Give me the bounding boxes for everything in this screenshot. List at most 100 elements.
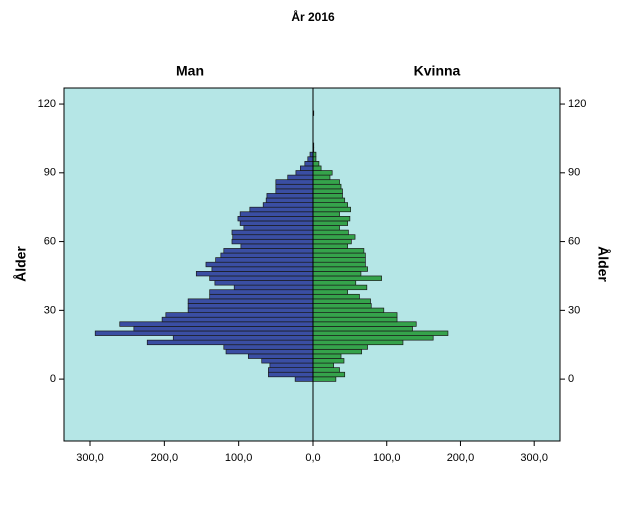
bar [312, 303, 372, 309]
bar [209, 289, 314, 295]
bar [275, 188, 314, 194]
bar [312, 316, 398, 323]
bar [312, 358, 345, 364]
bar [295, 170, 314, 176]
bar [119, 321, 314, 327]
bar [312, 229, 349, 236]
bar [312, 248, 365, 254]
bar [312, 161, 320, 167]
bar [237, 216, 314, 222]
x-tick-label: 0,0 [305, 452, 320, 464]
bar [215, 257, 314, 263]
bar [262, 202, 314, 208]
bar [231, 229, 314, 236]
bar [232, 234, 314, 240]
x-tick-label: 100,0 [373, 452, 401, 464]
bar [312, 188, 343, 194]
bar [275, 183, 314, 190]
bar [312, 367, 340, 373]
bar [231, 238, 314, 245]
bar [312, 243, 349, 249]
bar [268, 367, 314, 373]
bar [312, 335, 434, 341]
bar [161, 316, 314, 323]
y-tick-label: 60 [44, 235, 56, 247]
bar [312, 197, 346, 203]
bar [294, 376, 314, 382]
bar [223, 344, 314, 350]
y-tick-label: 120 [568, 98, 586, 110]
y-axis-label: Ålder [13, 246, 29, 282]
bar [266, 193, 314, 199]
bar [312, 220, 349, 226]
bar [165, 312, 314, 318]
bar [220, 252, 314, 258]
x-tick-label: 200,0 [151, 452, 179, 464]
bar [312, 165, 322, 171]
bar [187, 307, 314, 313]
bar [312, 307, 385, 313]
y-tick-label: 90 [44, 167, 56, 179]
bar [312, 234, 356, 240]
y-tick-label: 90 [568, 167, 580, 179]
bar [312, 312, 398, 318]
bar [223, 248, 314, 254]
bar [312, 206, 351, 213]
y-tick-label: 120 [38, 98, 56, 110]
bar [209, 275, 314, 281]
bar [214, 280, 314, 286]
bar [312, 321, 417, 327]
bar [94, 330, 314, 336]
y-tick-label: 30 [44, 304, 56, 316]
bar [312, 298, 371, 304]
bar [312, 252, 366, 258]
bar [172, 335, 314, 341]
bar [312, 261, 366, 268]
bar [312, 339, 404, 346]
bar [312, 371, 346, 378]
bar [146, 339, 314, 346]
bar [233, 284, 314, 291]
bar [312, 183, 342, 190]
y-tick-label: 30 [568, 304, 580, 316]
bar [187, 303, 314, 309]
y-tick-label: 0 [568, 373, 574, 385]
bar [312, 266, 368, 272]
bar [243, 225, 314, 231]
bar [261, 358, 314, 364]
bar [239, 211, 314, 217]
y-tick-label: 0 [50, 373, 56, 385]
bar [307, 156, 314, 162]
bar [312, 238, 352, 245]
x-tick-label: 200,0 [447, 452, 475, 464]
x-tick-label: 300,0 [76, 452, 104, 464]
bar [249, 206, 314, 213]
bar [312, 271, 362, 277]
bar [312, 284, 368, 291]
bar [312, 376, 337, 382]
bar [287, 174, 314, 181]
bar [312, 353, 342, 359]
bar [265, 197, 314, 203]
bar [247, 353, 314, 359]
bar [240, 243, 314, 249]
bar [209, 293, 314, 300]
bar [312, 293, 360, 300]
bar [312, 362, 334, 368]
bar [312, 216, 351, 222]
x-tick-label: 300,0 [520, 452, 548, 464]
bar [312, 289, 349, 295]
bar [205, 261, 314, 268]
bar [312, 257, 366, 263]
bar [133, 326, 314, 332]
bar [312, 202, 349, 208]
bar [275, 179, 314, 185]
bar [312, 170, 333, 176]
bar [312, 280, 357, 286]
bar [312, 225, 340, 231]
bar [312, 348, 363, 355]
bar [304, 161, 314, 167]
bar [300, 165, 314, 171]
bar [312, 275, 382, 281]
